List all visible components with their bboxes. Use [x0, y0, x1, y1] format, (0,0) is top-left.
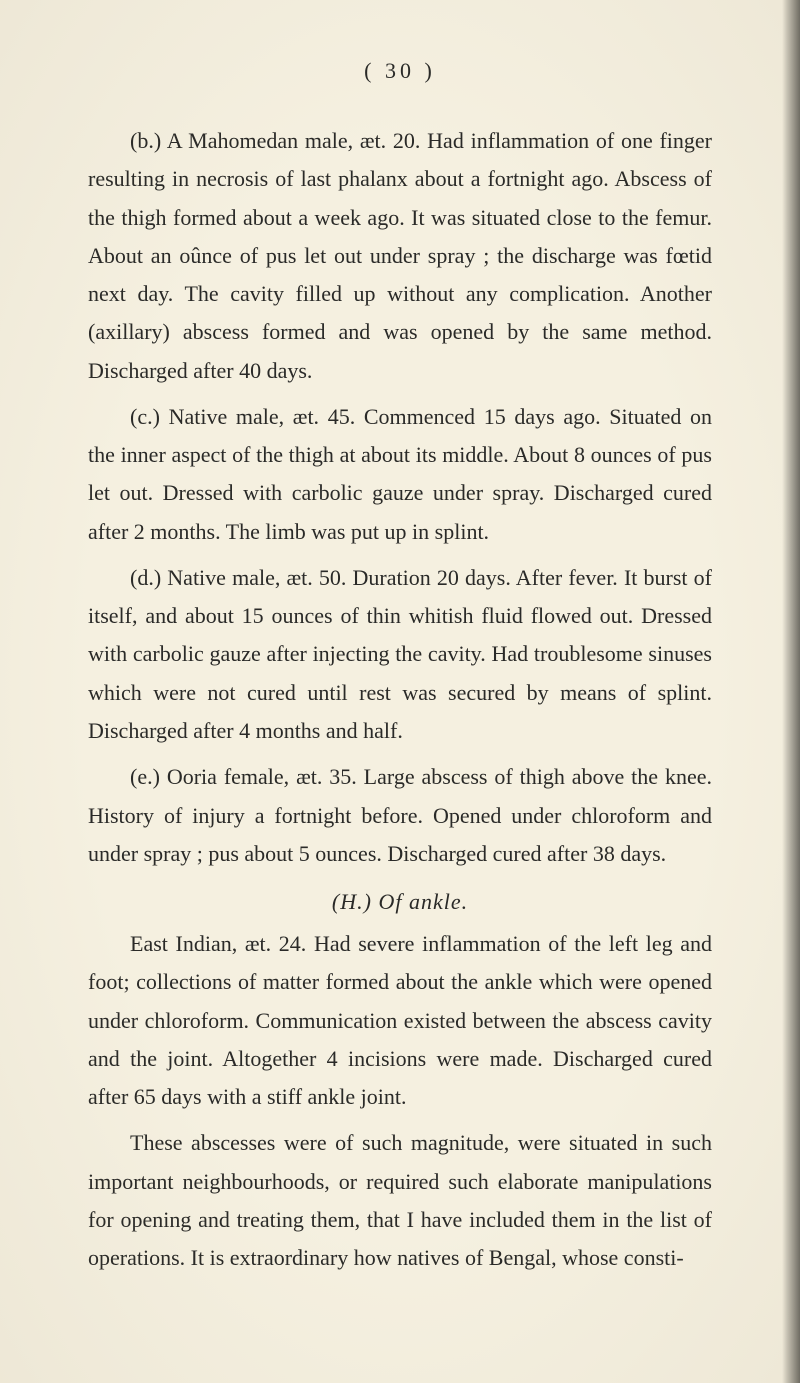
paragraph-e: (e.) Ooria female, æt. 35. Large abscess…	[88, 758, 712, 873]
section-heading-ankle: (H.) Of ankle.	[88, 889, 712, 915]
document-page: ( 30 ) (b.) A Mahomedan male, æt. 20. Ha…	[0, 0, 800, 1325]
paragraph-ankle-2: These abscesses were of such magnitude, …	[88, 1124, 712, 1277]
page-number: ( 30 )	[88, 58, 712, 84]
paragraph-c: (c.) Native male, æt. 45. Commenced 15 d…	[88, 398, 712, 551]
paragraph-ankle-1: East Indian, æt. 24. Had severe inflamma…	[88, 925, 712, 1116]
paragraph-d: (d.) Native male, æt. 50. Duration 20 da…	[88, 559, 712, 750]
page-binding-shadow	[782, 0, 800, 1383]
paragraph-b: (b.) A Mahomedan male, æt. 20. Had infla…	[88, 122, 712, 390]
